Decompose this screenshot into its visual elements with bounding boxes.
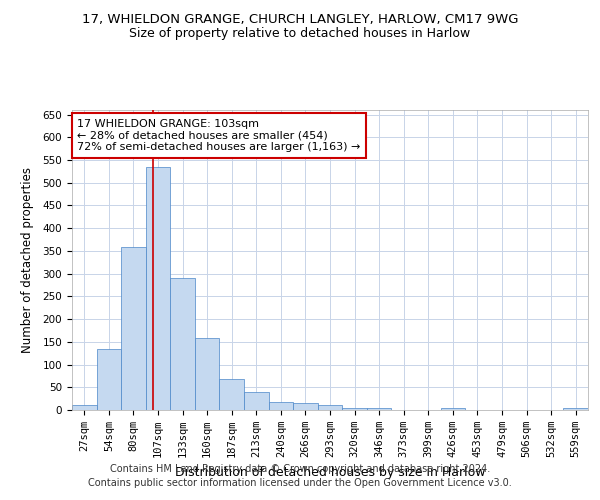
Bar	[97, 348, 121, 410]
Text: 17, WHIELDON GRANGE, CHURCH LANGLEY, HARLOW, CM17 9WG: 17, WHIELDON GRANGE, CHURCH LANGLEY, HAR…	[82, 12, 518, 26]
Bar	[72, 406, 97, 410]
Bar	[367, 408, 391, 410]
Bar	[244, 392, 269, 410]
Bar	[342, 408, 367, 410]
Bar	[121, 248, 146, 410]
Bar	[220, 379, 244, 410]
Bar	[440, 408, 465, 410]
Bar	[170, 278, 195, 410]
X-axis label: Distribution of detached houses by size in Harlow: Distribution of detached houses by size …	[175, 466, 485, 478]
Text: 17 WHIELDON GRANGE: 103sqm
← 28% of detached houses are smaller (454)
72% of sem: 17 WHIELDON GRANGE: 103sqm ← 28% of deta…	[77, 119, 361, 152]
Text: Contains HM Land Registry data © Crown copyright and database right 2024.
Contai: Contains HM Land Registry data © Crown c…	[88, 464, 512, 487]
Bar	[563, 408, 588, 410]
Bar	[293, 403, 318, 410]
Bar	[195, 338, 220, 410]
Bar	[269, 402, 293, 410]
Text: Size of property relative to detached houses in Harlow: Size of property relative to detached ho…	[130, 28, 470, 40]
Bar	[146, 167, 170, 410]
Bar	[318, 406, 342, 410]
Y-axis label: Number of detached properties: Number of detached properties	[21, 167, 34, 353]
